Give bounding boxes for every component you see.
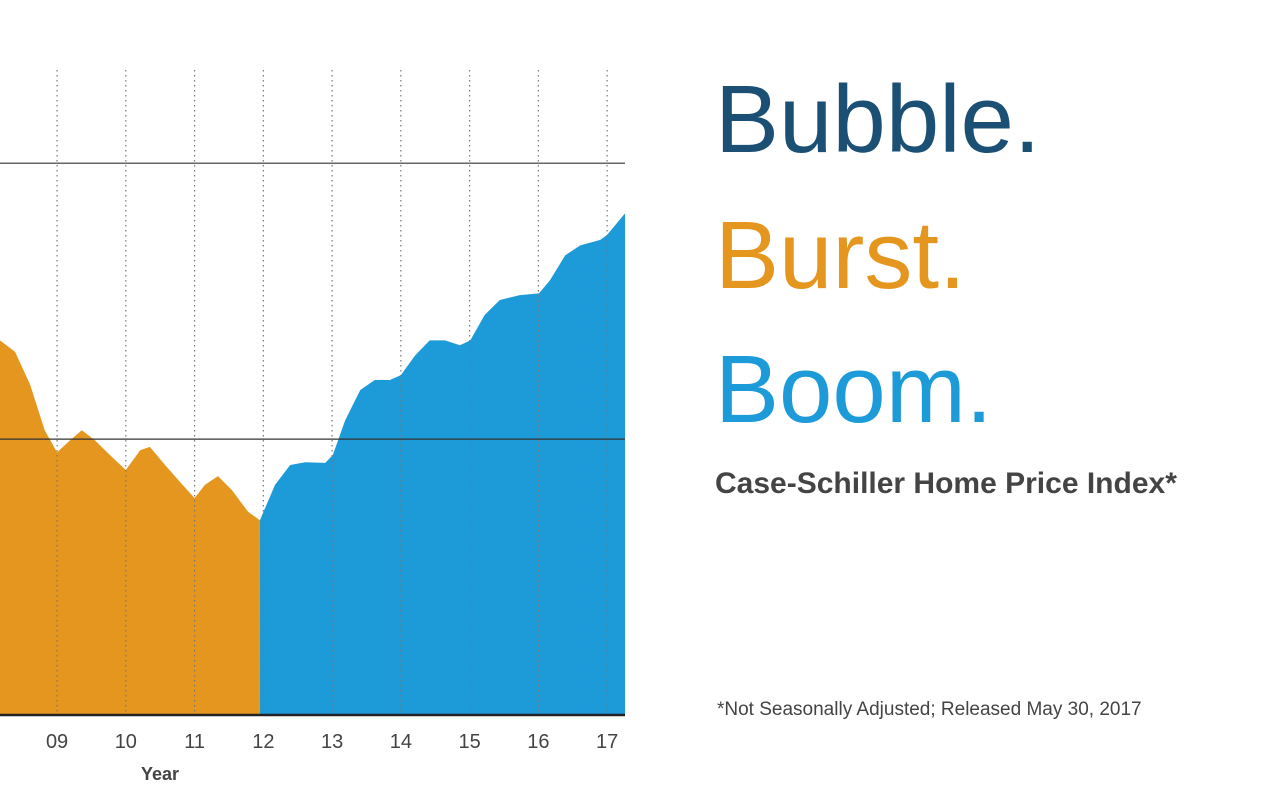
title-line: Burst.: [715, 202, 966, 309]
x-tick-label: 10: [115, 731, 137, 753]
title-line: Boom.: [715, 336, 992, 443]
x-tick-label: 13: [321, 731, 343, 753]
area: [259, 213, 625, 715]
title-line: Bubble.: [715, 66, 1041, 173]
x-tick-label: 17: [596, 731, 618, 753]
area: [0, 340, 260, 715]
x-axis-label: Year: [141, 764, 179, 784]
note: *Not Seasonally Adjusted; Released May 3…: [717, 699, 1142, 720]
x-tick-label: 12: [252, 731, 274, 753]
x-tick-label: 11: [184, 731, 205, 753]
x-tick-label: 14: [390, 731, 412, 753]
x-tick-label: 15: [458, 731, 480, 753]
x-tick-label: 16: [527, 731, 549, 753]
x-tick-label: 09: [46, 731, 68, 753]
subtitle: Case-Schiller Home Price Index*: [715, 467, 1177, 500]
